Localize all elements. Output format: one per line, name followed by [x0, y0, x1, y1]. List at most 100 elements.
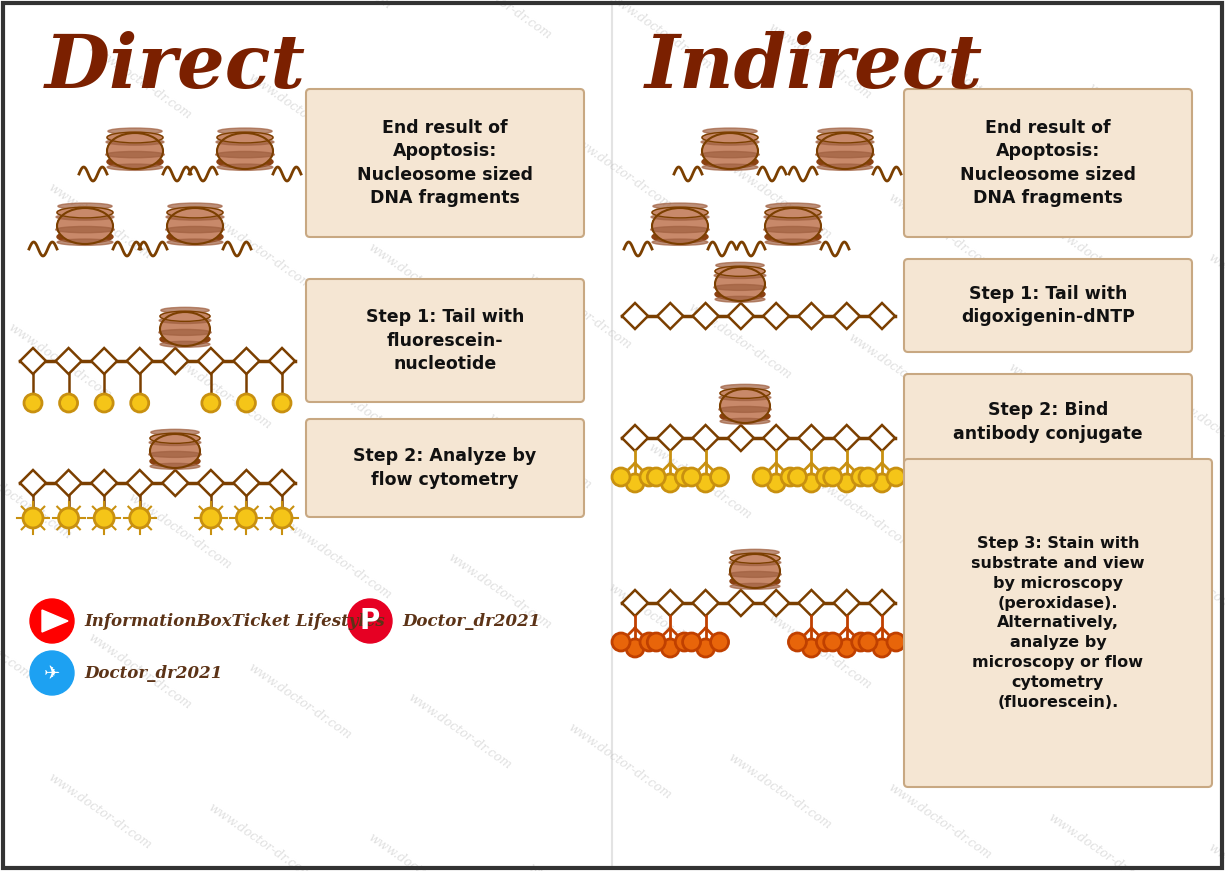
- Ellipse shape: [719, 395, 771, 401]
- Circle shape: [29, 651, 74, 695]
- Ellipse shape: [817, 133, 873, 169]
- Text: www.doctor-dr.com: www.doctor-dr.com: [606, 0, 714, 71]
- Circle shape: [273, 394, 292, 412]
- Polygon shape: [126, 470, 153, 496]
- Ellipse shape: [148, 451, 201, 457]
- Ellipse shape: [766, 239, 821, 246]
- Ellipse shape: [167, 239, 223, 246]
- Ellipse shape: [151, 463, 200, 469]
- Text: Step 1: Tail with
digoxigenin-dNTP: Step 1: Tail with digoxigenin-dNTP: [962, 285, 1134, 327]
- Circle shape: [802, 639, 821, 657]
- Ellipse shape: [715, 267, 764, 276]
- Text: www.doctor-dr.com: www.doctor-dr.com: [1046, 810, 1154, 871]
- Circle shape: [612, 468, 630, 486]
- Ellipse shape: [160, 341, 209, 348]
- Circle shape: [859, 468, 877, 486]
- Text: www.doctor-dr.com: www.doctor-dr.com: [45, 180, 154, 261]
- Ellipse shape: [764, 214, 822, 220]
- Polygon shape: [869, 303, 895, 329]
- Circle shape: [236, 508, 256, 528]
- Ellipse shape: [149, 434, 200, 468]
- Ellipse shape: [701, 152, 760, 158]
- Ellipse shape: [714, 285, 766, 290]
- Ellipse shape: [715, 262, 764, 268]
- Ellipse shape: [58, 203, 111, 209]
- Ellipse shape: [720, 389, 771, 423]
- Ellipse shape: [720, 388, 771, 398]
- Text: www.doctor-dr.com: www.doctor-dr.com: [0, 461, 74, 542]
- Text: www.doctor-dr.com: www.doctor-dr.com: [1085, 671, 1194, 752]
- Ellipse shape: [216, 152, 274, 158]
- Text: www.doctor-dr.com: www.doctor-dr.com: [206, 211, 314, 292]
- Text: Doctor_dr2021: Doctor_dr2021: [402, 612, 540, 630]
- Circle shape: [639, 633, 658, 651]
- FancyBboxPatch shape: [306, 279, 584, 402]
- Circle shape: [710, 633, 729, 651]
- Polygon shape: [658, 590, 684, 616]
- Text: www.doctor-dr.com: www.doctor-dr.com: [1205, 250, 1225, 332]
- Polygon shape: [834, 590, 860, 616]
- Text: www.doctor-dr.com: www.doctor-dr.com: [246, 71, 354, 152]
- Ellipse shape: [817, 164, 873, 171]
- Text: www.doctor-dr.com: www.doctor-dr.com: [446, 0, 554, 42]
- Polygon shape: [728, 590, 753, 616]
- Circle shape: [639, 468, 658, 486]
- Ellipse shape: [817, 156, 873, 168]
- Polygon shape: [763, 590, 789, 616]
- Text: www.doctor-dr.com: www.doctor-dr.com: [1085, 80, 1194, 162]
- Text: www.doctor-dr.com: www.doctor-dr.com: [566, 720, 674, 801]
- Ellipse shape: [816, 138, 873, 145]
- Ellipse shape: [729, 559, 780, 565]
- Circle shape: [130, 508, 149, 528]
- Ellipse shape: [653, 203, 707, 209]
- Circle shape: [782, 468, 799, 486]
- Text: www.doctor-dr.com: www.doctor-dr.com: [566, 131, 674, 212]
- Text: www.doctor-dr.com: www.doctor-dr.com: [1126, 530, 1225, 611]
- Circle shape: [29, 599, 74, 643]
- Ellipse shape: [58, 207, 113, 218]
- Text: Step 2: Bind
antibody conjugate: Step 2: Bind antibody conjugate: [953, 402, 1143, 442]
- Ellipse shape: [652, 208, 708, 244]
- Circle shape: [682, 468, 701, 486]
- Circle shape: [94, 508, 114, 528]
- Polygon shape: [55, 470, 82, 496]
- Ellipse shape: [217, 132, 273, 143]
- Circle shape: [662, 474, 680, 492]
- Circle shape: [710, 468, 729, 486]
- FancyBboxPatch shape: [306, 89, 584, 237]
- Circle shape: [662, 639, 680, 657]
- Circle shape: [96, 394, 113, 412]
- Text: www.doctor-dr.com: www.doctor-dr.com: [886, 780, 995, 861]
- Polygon shape: [622, 425, 648, 451]
- Circle shape: [23, 508, 43, 528]
- Circle shape: [851, 633, 870, 651]
- Circle shape: [697, 474, 714, 492]
- Circle shape: [348, 599, 392, 643]
- Circle shape: [647, 633, 665, 651]
- Circle shape: [887, 633, 905, 651]
- Ellipse shape: [107, 133, 163, 169]
- Text: P: P: [360, 607, 380, 635]
- Circle shape: [272, 508, 292, 528]
- Ellipse shape: [159, 329, 211, 335]
- Polygon shape: [20, 470, 47, 496]
- Polygon shape: [20, 348, 47, 374]
- Ellipse shape: [217, 164, 273, 171]
- Text: www.doctor-dr.com: www.doctor-dr.com: [526, 861, 635, 871]
- Polygon shape: [728, 303, 753, 329]
- Ellipse shape: [167, 231, 223, 243]
- Ellipse shape: [165, 226, 224, 233]
- Ellipse shape: [160, 334, 209, 345]
- Polygon shape: [622, 303, 648, 329]
- Text: www.doctor-dr.com: www.doctor-dr.com: [285, 0, 394, 11]
- Text: www.doctor-dr.com: www.doctor-dr.com: [165, 350, 274, 432]
- Ellipse shape: [167, 208, 223, 244]
- Text: www.doctor-dr.com: www.doctor-dr.com: [766, 20, 875, 102]
- Ellipse shape: [218, 128, 272, 134]
- Circle shape: [789, 468, 806, 486]
- Ellipse shape: [720, 418, 769, 424]
- Circle shape: [626, 639, 644, 657]
- Polygon shape: [658, 425, 684, 451]
- Text: www.doctor-dr.com: www.doctor-dr.com: [405, 691, 514, 772]
- Polygon shape: [834, 425, 860, 451]
